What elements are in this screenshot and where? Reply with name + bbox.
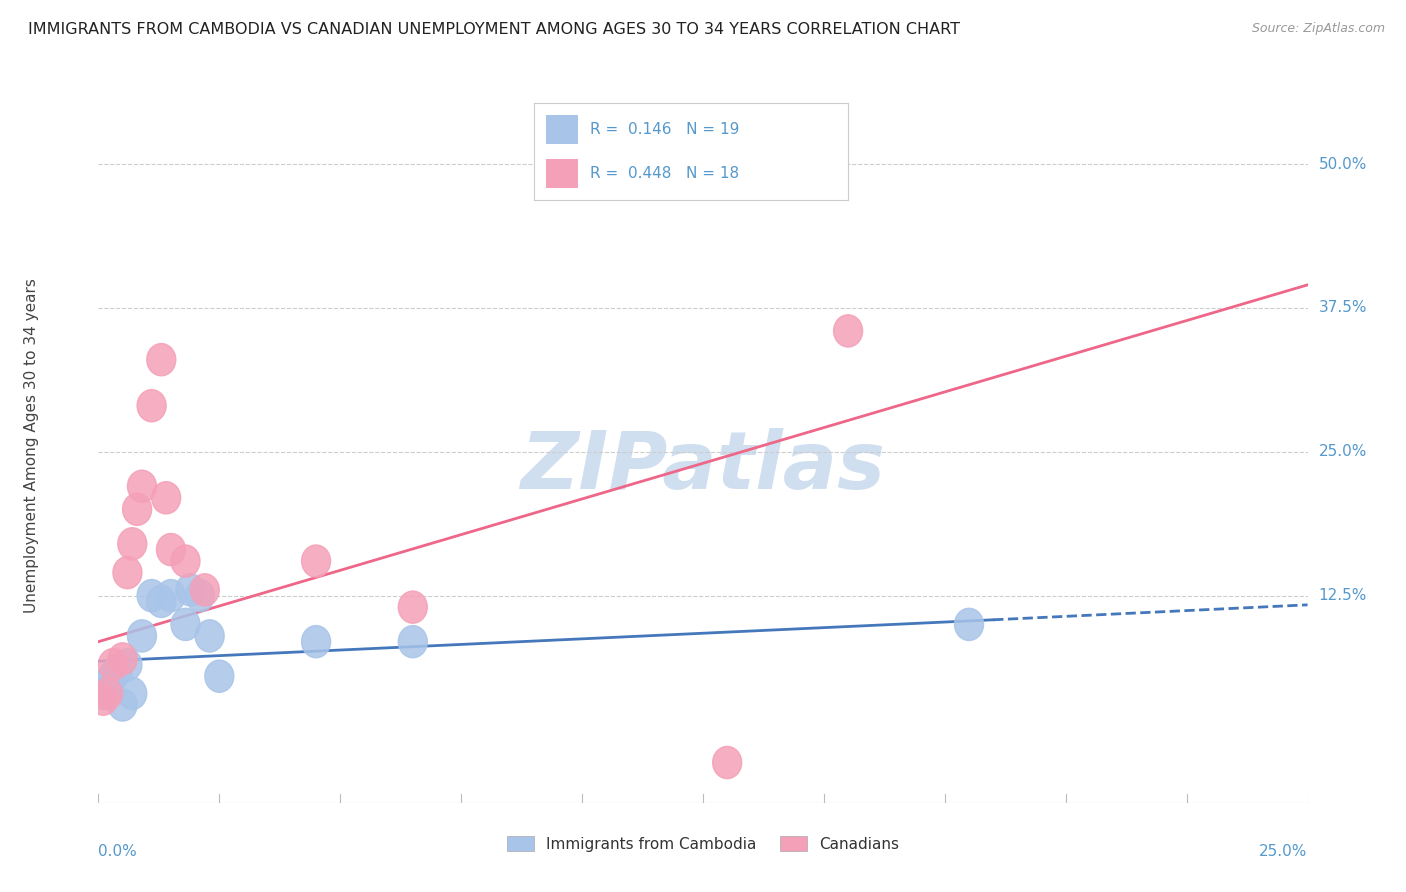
Ellipse shape — [713, 747, 742, 779]
Text: 25.0%: 25.0% — [1260, 845, 1308, 860]
Ellipse shape — [94, 677, 122, 709]
Text: ZIPatlas: ZIPatlas — [520, 428, 886, 507]
Ellipse shape — [301, 545, 330, 577]
Ellipse shape — [172, 545, 200, 577]
Ellipse shape — [146, 343, 176, 376]
Ellipse shape — [94, 665, 122, 698]
Ellipse shape — [156, 580, 186, 612]
Ellipse shape — [955, 608, 984, 640]
Text: 25.0%: 25.0% — [1319, 444, 1367, 459]
Ellipse shape — [112, 648, 142, 681]
Ellipse shape — [176, 574, 205, 606]
Ellipse shape — [98, 660, 128, 692]
Text: Unemployment Among Ages 30 to 34 years: Unemployment Among Ages 30 to 34 years — [24, 278, 39, 614]
Text: 12.5%: 12.5% — [1319, 588, 1367, 603]
Ellipse shape — [138, 390, 166, 422]
Ellipse shape — [172, 608, 200, 640]
Ellipse shape — [205, 660, 233, 692]
Text: 0.0%: 0.0% — [98, 845, 138, 860]
Ellipse shape — [195, 620, 224, 652]
Text: 50.0%: 50.0% — [1319, 156, 1367, 171]
Ellipse shape — [156, 533, 186, 566]
Ellipse shape — [108, 643, 138, 675]
Ellipse shape — [138, 580, 166, 612]
Ellipse shape — [103, 655, 132, 687]
Ellipse shape — [146, 585, 176, 617]
Ellipse shape — [190, 574, 219, 606]
Ellipse shape — [398, 591, 427, 624]
Ellipse shape — [108, 689, 138, 721]
Ellipse shape — [186, 580, 215, 612]
Ellipse shape — [89, 683, 118, 715]
Ellipse shape — [398, 625, 427, 657]
Ellipse shape — [128, 620, 156, 652]
Ellipse shape — [834, 315, 863, 347]
Legend: Immigrants from Cambodia, Canadians: Immigrants from Cambodia, Canadians — [499, 828, 907, 859]
Ellipse shape — [98, 648, 128, 681]
Ellipse shape — [128, 470, 156, 502]
Text: 37.5%: 37.5% — [1319, 301, 1367, 316]
Ellipse shape — [89, 677, 118, 709]
Ellipse shape — [152, 482, 180, 514]
Ellipse shape — [112, 557, 142, 589]
Ellipse shape — [301, 625, 330, 657]
Ellipse shape — [118, 528, 146, 560]
Text: Source: ZipAtlas.com: Source: ZipAtlas.com — [1251, 22, 1385, 36]
Text: IMMIGRANTS FROM CAMBODIA VS CANADIAN UNEMPLOYMENT AMONG AGES 30 TO 34 YEARS CORR: IMMIGRANTS FROM CAMBODIA VS CANADIAN UNE… — [28, 22, 960, 37]
Ellipse shape — [122, 493, 152, 525]
Ellipse shape — [118, 677, 146, 709]
